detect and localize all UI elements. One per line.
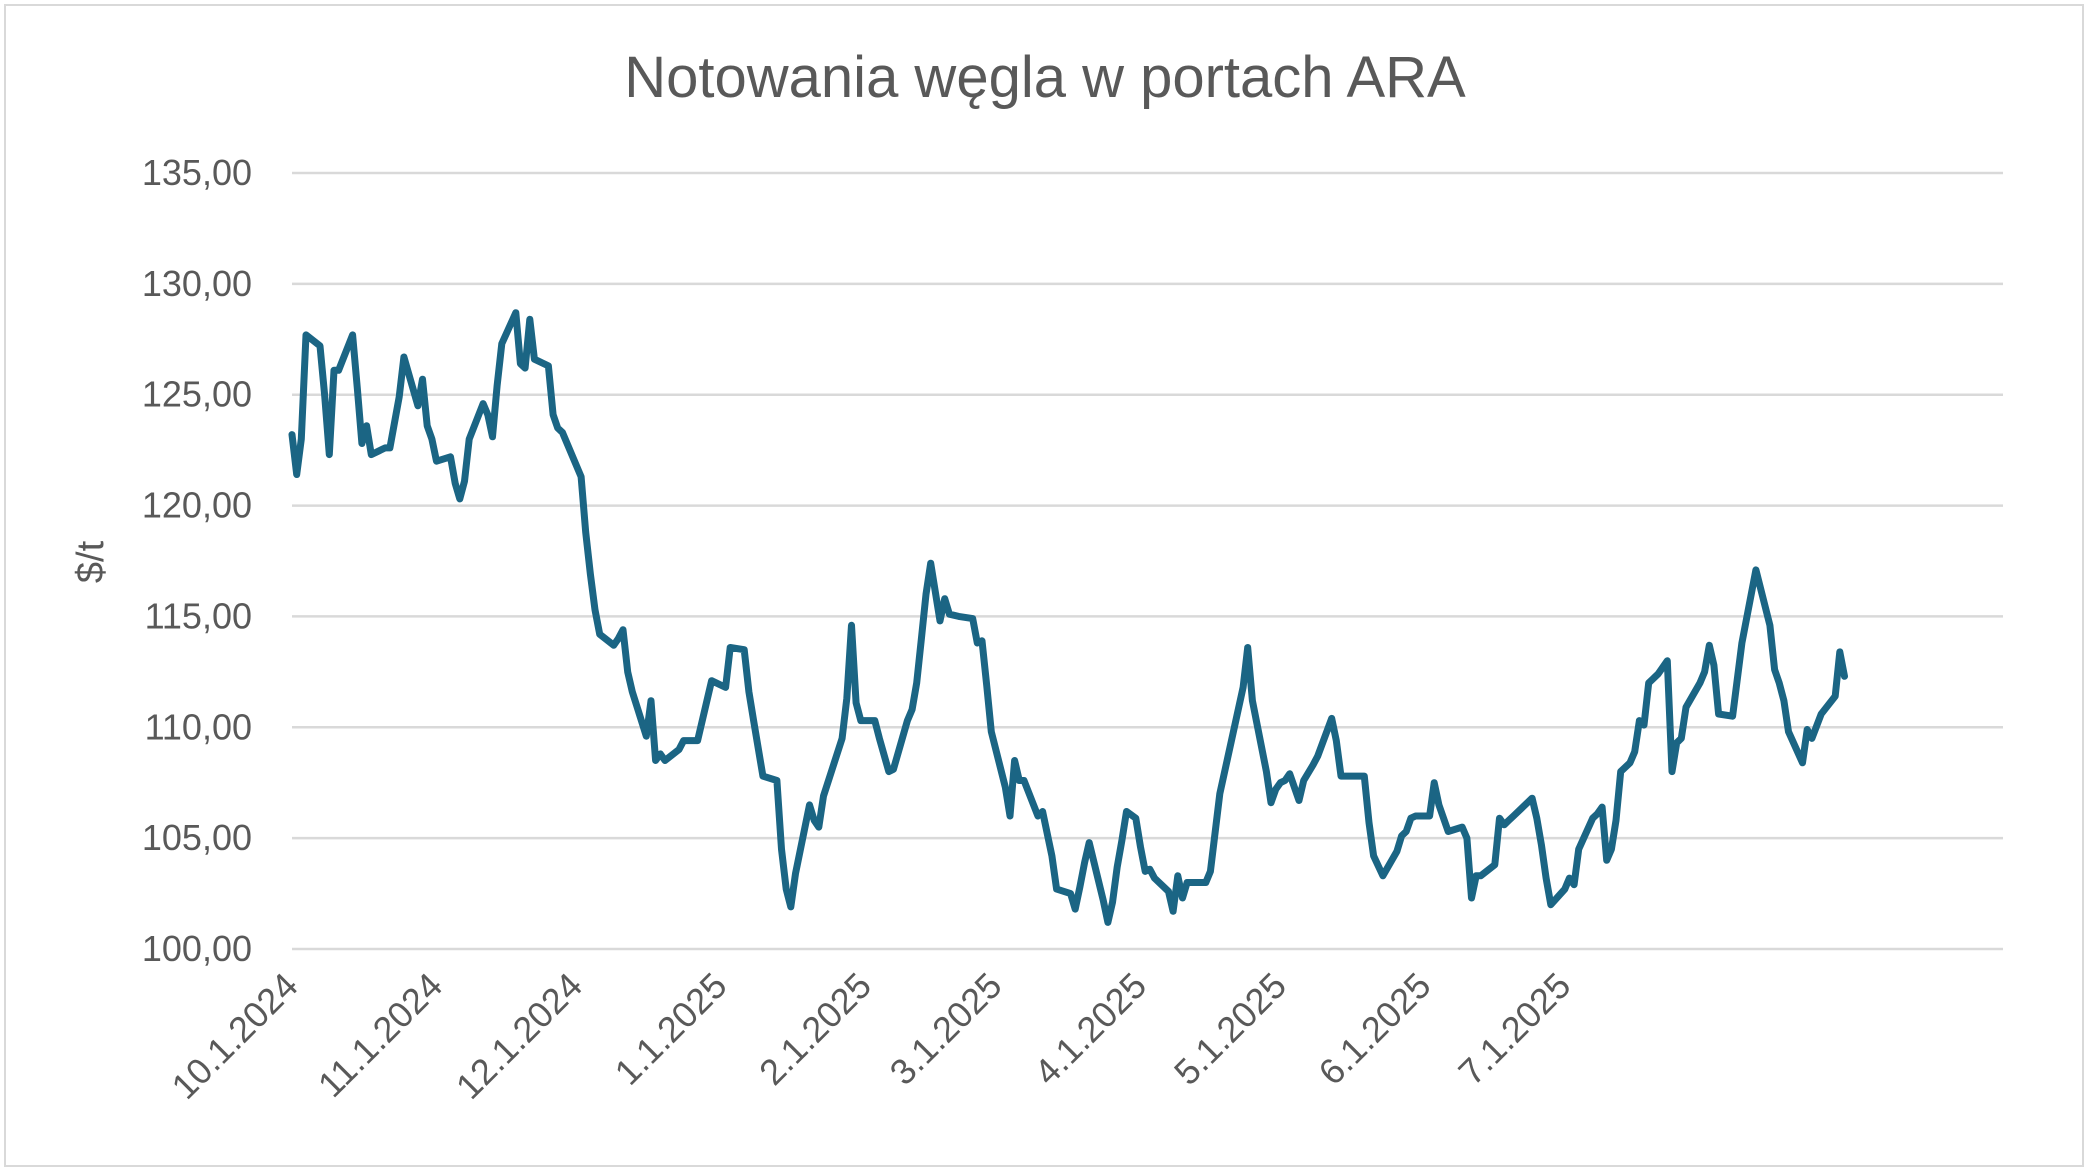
chart-title: Notowania węgla w portach ARA — [624, 45, 1466, 110]
x-tick-label: 10.1.2024 — [163, 965, 305, 1107]
x-tick-label: 11.1.2024 — [310, 965, 450, 1105]
chart-frame — [4, 4, 2084, 1167]
x-tick-label: 4.1.2025 — [1026, 965, 1154, 1093]
x-tick-label: 3.1.2025 — [882, 965, 1010, 1093]
y-tick-label: 125,00 — [142, 374, 252, 415]
series-group — [288, 309, 1848, 926]
x-tick-label: 5.1.2025 — [1166, 965, 1294, 1093]
y-tick-label: 100,00 — [142, 928, 252, 969]
y-tick-label: 120,00 — [142, 485, 252, 526]
y-tick-label: 105,00 — [142, 817, 252, 858]
y-axis-label: $/t — [70, 540, 112, 583]
x-tick-label: 1.1.2025 — [606, 965, 734, 1093]
y-tick-label: 135,00 — [142, 152, 252, 193]
y-tick-label: 115,00 — [145, 595, 252, 636]
x-tick-label: 2.1.2025 — [751, 965, 879, 1093]
x-tick-label: 12.1.2024 — [448, 965, 590, 1107]
x-tick-label: 6.1.2025 — [1310, 965, 1438, 1093]
y-tick-label: 130,00 — [142, 263, 252, 304]
y-axis-ticks: 100,00 105,00 110,00 115,00 120,00 125,00 130,… — [142, 152, 252, 969]
gridlines — [292, 171, 2003, 951]
y-tick-label: 110,00 — [145, 706, 252, 747]
x-tick-label: 7.1.2025 — [1450, 965, 1578, 1093]
series-line — [288, 309, 1848, 926]
